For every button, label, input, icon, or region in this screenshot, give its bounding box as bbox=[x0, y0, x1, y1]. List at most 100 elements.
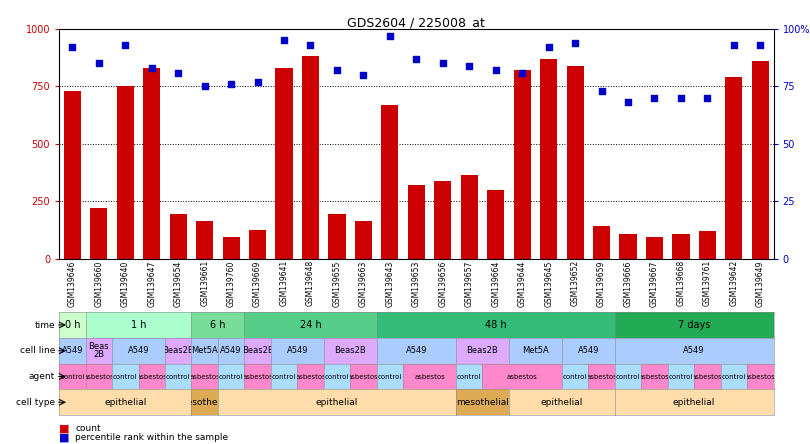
Text: control: control bbox=[60, 373, 84, 380]
Text: asbestos: asbestos bbox=[692, 373, 723, 380]
Text: asbestos: asbestos bbox=[83, 373, 114, 380]
Bar bbox=[302, 56, 319, 259]
Point bbox=[489, 67, 502, 74]
Point bbox=[516, 69, 529, 76]
Text: Beas2B: Beas2B bbox=[162, 346, 194, 355]
Text: control: control bbox=[219, 373, 243, 380]
Bar bbox=[249, 230, 266, 259]
Bar bbox=[752, 61, 769, 259]
Bar bbox=[117, 86, 134, 259]
Text: A549: A549 bbox=[287, 346, 308, 355]
Text: asbestos: asbestos bbox=[586, 373, 617, 380]
Text: asbestos: asbestos bbox=[190, 373, 220, 380]
Text: mesothelial: mesothelial bbox=[456, 398, 509, 407]
Bar bbox=[169, 214, 187, 259]
Text: control: control bbox=[325, 373, 349, 380]
Text: 1 h: 1 h bbox=[130, 320, 147, 330]
Bar bbox=[514, 70, 531, 259]
Point bbox=[145, 64, 158, 71]
Text: asbestos: asbestos bbox=[242, 373, 273, 380]
Point bbox=[172, 69, 185, 76]
Text: 6 h: 6 h bbox=[210, 320, 226, 330]
Bar bbox=[461, 175, 478, 259]
Text: Met5A: Met5A bbox=[191, 346, 218, 355]
Point bbox=[701, 94, 714, 101]
Text: mesothelial: mesothelial bbox=[178, 398, 231, 407]
Point bbox=[224, 80, 237, 87]
Bar bbox=[275, 68, 292, 259]
Text: 48 h: 48 h bbox=[485, 320, 506, 330]
Text: control: control bbox=[669, 373, 693, 380]
Text: ■: ■ bbox=[59, 424, 70, 434]
Text: agent: agent bbox=[29, 372, 55, 381]
Point bbox=[437, 60, 450, 67]
Text: asbestos: asbestos bbox=[136, 373, 167, 380]
Text: control: control bbox=[166, 373, 190, 380]
Point bbox=[251, 78, 264, 85]
Text: A549: A549 bbox=[220, 346, 242, 355]
Text: epithelial: epithelial bbox=[104, 398, 147, 407]
Text: asbestos: asbestos bbox=[745, 373, 776, 380]
Bar bbox=[196, 221, 213, 259]
Text: epithelial: epithelial bbox=[316, 398, 358, 407]
Bar bbox=[540, 59, 557, 259]
Text: epithelial: epithelial bbox=[673, 398, 715, 407]
Text: cell line: cell line bbox=[19, 346, 55, 355]
Text: A549: A549 bbox=[128, 346, 149, 355]
Point bbox=[119, 41, 132, 48]
Point bbox=[357, 71, 370, 79]
Point bbox=[92, 60, 105, 67]
Bar bbox=[407, 185, 425, 259]
Bar bbox=[355, 221, 372, 259]
Text: A549: A549 bbox=[578, 346, 599, 355]
Text: time: time bbox=[35, 321, 55, 329]
Text: Beas
2B: Beas 2B bbox=[88, 342, 109, 359]
Bar bbox=[90, 208, 108, 259]
Bar bbox=[223, 237, 240, 259]
Text: control: control bbox=[722, 373, 746, 380]
Point bbox=[463, 62, 475, 69]
Bar bbox=[487, 190, 505, 259]
Bar bbox=[672, 234, 689, 259]
Text: asbestos: asbestos bbox=[348, 373, 379, 380]
Text: Beas2B: Beas2B bbox=[335, 346, 366, 355]
Point bbox=[675, 94, 688, 101]
Point bbox=[383, 32, 396, 40]
Text: control: control bbox=[563, 373, 587, 380]
Point bbox=[66, 44, 79, 51]
Point bbox=[621, 99, 634, 106]
Bar bbox=[143, 68, 160, 259]
Text: Met5A: Met5A bbox=[522, 346, 549, 355]
Point bbox=[595, 87, 608, 95]
Point bbox=[569, 39, 582, 46]
Text: control: control bbox=[616, 373, 640, 380]
Text: control: control bbox=[113, 373, 138, 380]
Text: control: control bbox=[272, 373, 296, 380]
Text: 0 h: 0 h bbox=[65, 320, 80, 330]
Bar bbox=[382, 105, 399, 259]
Point bbox=[198, 83, 211, 90]
Bar bbox=[646, 237, 663, 259]
Bar bbox=[699, 231, 716, 259]
Point bbox=[542, 44, 555, 51]
Text: control: control bbox=[377, 373, 402, 380]
Text: asbestos: asbestos bbox=[295, 373, 326, 380]
Text: control: control bbox=[457, 373, 481, 380]
Point bbox=[278, 37, 291, 44]
Text: asbestos: asbestos bbox=[639, 373, 670, 380]
Text: epithelial: epithelial bbox=[541, 398, 583, 407]
Point bbox=[330, 67, 343, 74]
Text: 24 h: 24 h bbox=[300, 320, 322, 330]
Bar bbox=[566, 66, 584, 259]
Point bbox=[648, 94, 661, 101]
Bar bbox=[725, 77, 743, 259]
Bar bbox=[64, 91, 81, 259]
Text: A549: A549 bbox=[406, 346, 427, 355]
Point bbox=[304, 41, 317, 48]
Text: ■: ■ bbox=[59, 433, 70, 443]
Text: A549: A549 bbox=[684, 346, 705, 355]
Text: GDS2604 / 225008_at: GDS2604 / 225008_at bbox=[347, 16, 485, 28]
Text: cell type: cell type bbox=[16, 398, 55, 407]
Text: Beas2B: Beas2B bbox=[467, 346, 498, 355]
Text: asbestos: asbestos bbox=[414, 373, 445, 380]
